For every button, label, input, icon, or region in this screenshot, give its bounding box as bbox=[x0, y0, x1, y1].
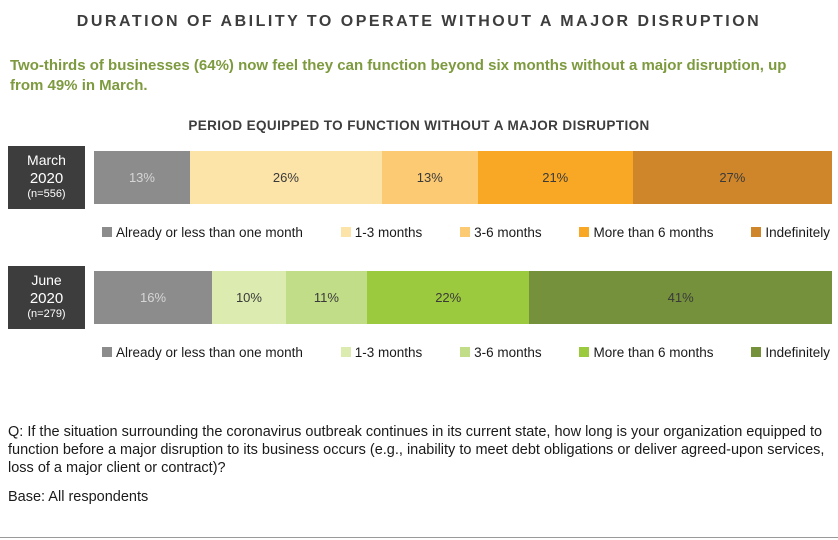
bar-segment-june-2020-3: 22% bbox=[367, 270, 530, 324]
bar-segment-march-2020-0: 13% bbox=[94, 150, 190, 204]
legend-swatch-icon bbox=[460, 347, 471, 357]
legend-item-march-2020-3: More than 6 months bbox=[579, 224, 714, 240]
bar-segment-march-2020-3: 21% bbox=[477, 150, 633, 204]
legend-label: 3-6 months bbox=[474, 344, 542, 360]
legend-item-june-2020-3: More than 6 months bbox=[579, 344, 714, 360]
bar-segment-june-2020-4: 41% bbox=[529, 270, 832, 324]
legend-march-2020: Already or less than one month 1-3 months… bbox=[102, 225, 830, 240]
legend-item-june-2020-1: 1-3 months bbox=[340, 344, 423, 360]
row-label-month: June bbox=[31, 272, 62, 288]
legend-item-june-2020-4: Indefinitely bbox=[751, 345, 830, 360]
legend-swatch-icon bbox=[751, 347, 762, 357]
legend-label: Already or less than one month bbox=[116, 224, 303, 240]
legend-label: More than 6 months bbox=[593, 344, 714, 360]
chart-title: PERIOD EQUIPPED TO FUNCTION WITHOUT A MA… bbox=[188, 117, 650, 133]
stacked-bar-march-2020: 13% 26% 13% 21% 27% bbox=[94, 150, 832, 204]
legend-item-march-2020-0: Already or less than one month bbox=[102, 225, 303, 240]
legend-label: Already or less than one month bbox=[116, 344, 303, 360]
row-label-sample-size: (n=556) bbox=[27, 188, 66, 201]
legend-label: 1-3 months bbox=[354, 224, 423, 240]
legend-swatch-icon bbox=[460, 227, 471, 237]
bar-line-march-2020: March 2020 (n=556) 13% 26% 13% 21% 27% bbox=[8, 145, 832, 209]
bar-row-march-2020: March 2020 (n=556) 13% 26% 13% 21% 27% Already o… bbox=[0, 145, 838, 240]
stacked-bar-chart: March 2020 (n=556) 13% 26% 13% 21% 27% Already o… bbox=[0, 145, 838, 360]
legend-item-june-2020-0: Already or less than one month bbox=[102, 345, 303, 360]
legend-swatch-icon bbox=[102, 227, 112, 237]
bar-line-june-2020: June 2020 (n=279) 16% 10% 11% 22% 41% bbox=[8, 265, 832, 329]
row-label-year: 2020 bbox=[29, 289, 64, 307]
legend-item-march-2020-1: 1-3 months bbox=[340, 224, 423, 240]
legend-label: Indefinitely bbox=[765, 224, 830, 240]
legend-item-march-2020-2: 3-6 months bbox=[460, 225, 542, 240]
legend-label: 1-3 months bbox=[354, 344, 423, 360]
legend-swatch-icon bbox=[579, 347, 590, 357]
legend-item-march-2020-4: Indefinitely bbox=[751, 225, 830, 240]
stacked-bar-june-2020: 16% 10% 11% 22% 41% bbox=[94, 270, 832, 324]
legend-label: More than 6 months bbox=[593, 224, 714, 240]
legend-label: Indefinitely bbox=[765, 344, 830, 360]
legend-swatch-icon bbox=[102, 347, 112, 357]
bottom-divider bbox=[0, 537, 838, 538]
bar-segment-march-2020-2: 13% bbox=[381, 150, 478, 204]
bar-segment-june-2020-0: 16% bbox=[94, 270, 213, 324]
survey-question-text: Q: If the situation surrounding the coro… bbox=[8, 423, 825, 476]
bar-row-june-2020: June 2020 (n=279) 16% 10% 11% 22% 41% Already or… bbox=[0, 265, 838, 360]
bar-segment-march-2020-4: 27% bbox=[632, 150, 832, 204]
bar-segment-june-2020-1: 10% bbox=[212, 270, 286, 324]
page-title: DURATION OF ABILITY TO OPERATE WITHOUT A… bbox=[76, 13, 762, 30]
base-note: Base: All respondents bbox=[8, 488, 149, 505]
row-label-month: March bbox=[27, 152, 66, 168]
row-label-year: 2020 bbox=[29, 169, 64, 187]
legend-swatch-icon bbox=[579, 227, 590, 237]
bar-segment-march-2020-1: 26% bbox=[189, 150, 382, 204]
legend-swatch-icon bbox=[751, 227, 762, 237]
bar-segment-june-2020-2: 11% bbox=[285, 270, 368, 324]
legend-swatch-icon bbox=[340, 347, 351, 357]
row-label-sample-size: (n=279) bbox=[27, 308, 66, 321]
key-finding-text: Two-thirds of businesses (64%) now feel … bbox=[10, 57, 787, 95]
legend-label: 3-6 months bbox=[474, 224, 542, 240]
legend-swatch-icon bbox=[340, 227, 351, 237]
row-label-march-2020: March 2020 (n=556) bbox=[8, 145, 85, 209]
legend-item-june-2020-2: 3-6 months bbox=[460, 345, 542, 360]
row-label-june-2020: June 2020 (n=279) bbox=[8, 265, 85, 329]
legend-june-2020: Already or less than one month 1-3 months… bbox=[102, 345, 830, 360]
